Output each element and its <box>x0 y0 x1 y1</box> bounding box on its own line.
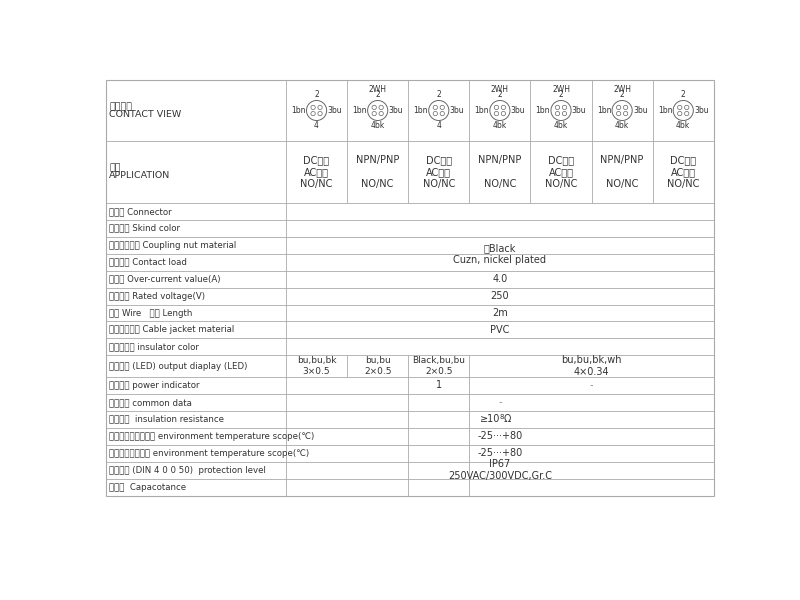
Text: 电容量  Capacotance: 电容量 Capacotance <box>110 482 186 491</box>
Text: 1bn: 1bn <box>414 106 428 115</box>
Text: DC二线
AC二线
NO/NC: DC二线 AC二线 NO/NC <box>545 155 578 188</box>
Text: 通电指示 power indicator: 通电指示 power indicator <box>110 381 200 390</box>
Text: 电缆外皮材料 Cable jacket material: 电缆外皮材料 Cable jacket material <box>110 325 234 334</box>
Text: 2: 2 <box>437 90 441 99</box>
Text: NPN/PNP

NO/NC: NPN/PNP NO/NC <box>478 155 522 188</box>
Text: 4bk: 4bk <box>676 121 690 130</box>
Text: -: - <box>590 380 594 391</box>
Text: bu,bu
2×0.5: bu,bu 2×0.5 <box>364 356 391 376</box>
Text: 2WH: 2WH <box>552 85 570 94</box>
Text: DC二线
AC二线
NO/NC: DC二线 AC二线 NO/NC <box>667 155 699 188</box>
Text: 一般数据 common data: 一般数据 common data <box>110 398 192 407</box>
Text: 3bu: 3bu <box>633 106 648 115</box>
Text: -25···+80: -25···+80 <box>478 431 522 441</box>
Text: 3bu: 3bu <box>327 106 342 115</box>
Text: Ω: Ω <box>504 414 511 424</box>
Text: 2m: 2m <box>492 308 508 318</box>
Text: -25···+80: -25···+80 <box>478 448 522 458</box>
Text: 1bn: 1bn <box>474 106 489 115</box>
Text: 1bn: 1bn <box>658 106 672 115</box>
Text: 3bu: 3bu <box>510 106 526 115</box>
Text: 1bn: 1bn <box>291 106 306 115</box>
Text: 2: 2 <box>558 90 563 99</box>
Text: IP67
250VAC/300VDC,Gr.C: IP67 250VAC/300VDC,Gr.C <box>448 459 552 481</box>
Text: 3bu: 3bu <box>450 106 464 115</box>
Text: 外套颜色 Skind color: 外套颜色 Skind color <box>110 224 180 233</box>
Text: 4bk: 4bk <box>370 121 385 130</box>
Text: NPN/PNP

NO/NC: NPN/PNP NO/NC <box>356 155 399 188</box>
Text: DC二线
AC二线
NO/NC: DC二线 AC二线 NO/NC <box>422 155 455 188</box>
Text: 2: 2 <box>681 90 686 99</box>
Text: 3bu: 3bu <box>572 106 586 115</box>
Text: 输出显示 (LED) output diaplay (LED): 输出显示 (LED) output diaplay (LED) <box>110 362 248 371</box>
Text: 2WH: 2WH <box>491 85 509 94</box>
Text: 环境温度范围电缆 environment temperature scope(℃): 环境温度范围电缆 environment temperature scope(℃… <box>110 449 310 458</box>
Text: Black,bu,bu
2×0.5: Black,bu,bu 2×0.5 <box>412 356 466 376</box>
Text: 连接螺母材料 Coupling nut material: 连接螺母材料 Coupling nut material <box>110 241 237 250</box>
Text: bu,bu,bk
3×0.5: bu,bu,bk 3×0.5 <box>297 356 336 376</box>
Text: 1bn: 1bn <box>597 106 611 115</box>
Text: ≥10: ≥10 <box>479 414 500 424</box>
Text: APPLICATION: APPLICATION <box>110 172 170 181</box>
Text: 4bk: 4bk <box>554 121 568 130</box>
Text: 8: 8 <box>500 414 505 420</box>
Text: NPN/PNP

NO/NC: NPN/PNP NO/NC <box>601 155 644 188</box>
Text: 2: 2 <box>314 90 319 99</box>
Text: 1: 1 <box>436 380 442 391</box>
Text: bu,bu,bk,wh
4×0.34: bu,bu,bk,wh 4×0.34 <box>562 355 622 377</box>
Text: 额定电压 Rated voltage(V): 额定电压 Rated voltage(V) <box>110 292 206 301</box>
Text: 绝缘体颜色 insulator color: 绝缘体颜色 insulator color <box>110 343 199 352</box>
Text: 过流值 Over-current value(A): 过流值 Over-current value(A) <box>110 275 221 284</box>
Text: 4.0: 4.0 <box>492 274 507 284</box>
Text: 2WH: 2WH <box>613 85 631 94</box>
Text: CONTACT VIEW: CONTACT VIEW <box>110 110 182 119</box>
Text: 1bn: 1bn <box>352 106 367 115</box>
Text: 环境温度范围接插件 environment temperature scope(℃): 环境温度范围接插件 environment temperature scope(… <box>110 432 314 441</box>
Text: PVC: PVC <box>490 325 510 335</box>
Text: 2: 2 <box>375 90 380 99</box>
Text: -: - <box>498 397 502 407</box>
Text: 2WH: 2WH <box>369 85 386 94</box>
Text: DC二线
AC二线
NO/NC: DC二线 AC二线 NO/NC <box>300 155 333 188</box>
Text: 接插外形: 接插外形 <box>110 102 132 111</box>
Text: 3bu: 3bu <box>389 106 403 115</box>
Text: 1bn: 1bn <box>536 106 550 115</box>
Text: 黑Black
Cuzn, nickel plated: 黑Black Cuzn, nickel plated <box>454 243 546 265</box>
Text: 4: 4 <box>314 121 319 130</box>
Text: 2: 2 <box>498 90 502 99</box>
Text: 绝缘电阻  insulation resistance: 绝缘电阻 insulation resistance <box>110 415 224 424</box>
Text: 防护等级 (DIN 4 0 0 50)  protection level: 防护等级 (DIN 4 0 0 50) protection level <box>110 466 266 475</box>
Text: 4bk: 4bk <box>493 121 507 130</box>
Text: 接触负载 Contact load: 接触负载 Contact load <box>110 257 187 266</box>
Text: 4: 4 <box>436 121 442 130</box>
Text: 250: 250 <box>490 291 510 301</box>
Text: 4bk: 4bk <box>615 121 630 130</box>
Text: 接插件 Connector: 接插件 Connector <box>110 207 172 216</box>
Text: 3bu: 3bu <box>694 106 709 115</box>
Text: 应用: 应用 <box>110 164 121 173</box>
Text: 2: 2 <box>620 90 625 99</box>
Text: 电缆 Wire   长度 Length: 电缆 Wire 长度 Length <box>110 308 193 317</box>
